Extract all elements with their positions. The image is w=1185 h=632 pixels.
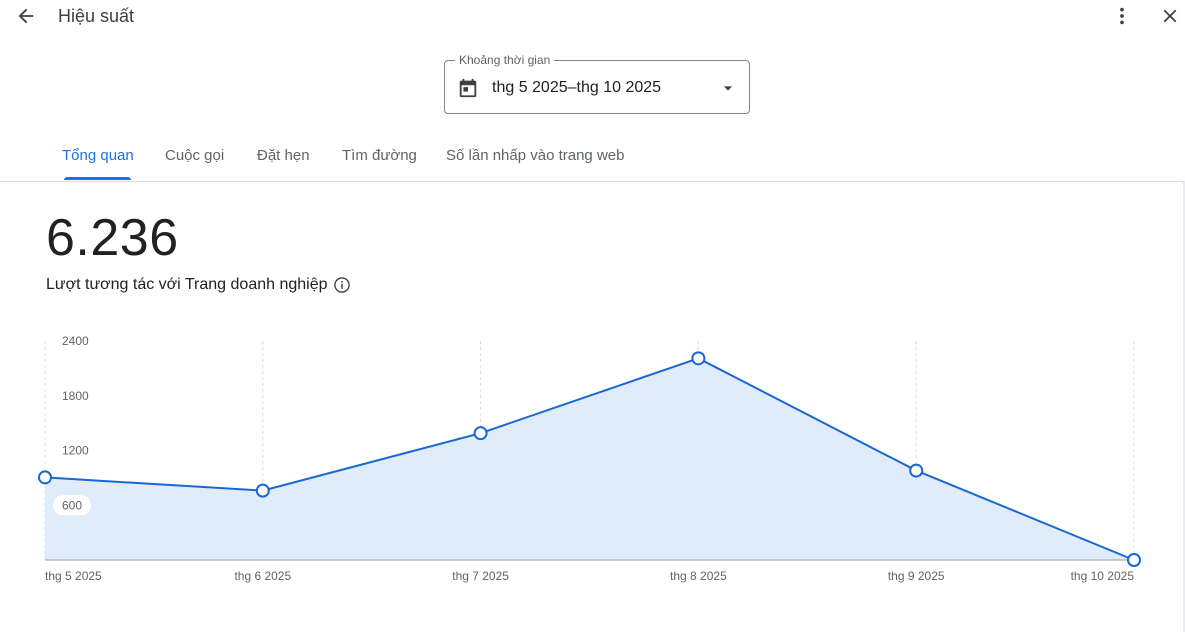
data-point xyxy=(691,351,706,366)
tab-overview[interactable]: Tổng quan xyxy=(62,147,134,164)
close-button[interactable] xyxy=(1154,0,1185,32)
arrow-drop-down-icon xyxy=(723,86,733,91)
active-tab-indicator xyxy=(64,177,131,180)
x-tick-label: thg 7 2025 xyxy=(452,569,509,583)
x-tick-label: thg 8 2025 xyxy=(670,569,727,583)
y-tick-label: 1200 xyxy=(62,444,89,458)
series-line xyxy=(44,357,1135,561)
tab-bookings[interactable]: Đặt hẹn xyxy=(257,147,310,164)
calendar-icon xyxy=(459,78,477,98)
back-button[interactable] xyxy=(10,0,42,32)
page-title: Hiệu suất xyxy=(58,6,135,26)
more-vert-icon xyxy=(1120,7,1124,25)
data-point xyxy=(255,483,270,498)
y-tick-label: 2400 xyxy=(62,334,89,348)
date-range-label: Khoảng thời gian xyxy=(455,53,555,67)
x-tick-label: thg 10 2025 xyxy=(1071,569,1135,583)
tab-calls[interactable]: Cuộc gọi xyxy=(165,147,225,164)
close-icon xyxy=(1163,9,1177,23)
scrollbar-track[interactable] xyxy=(1183,181,1185,632)
x-tick-label: thg 6 2025 xyxy=(234,569,291,583)
total-interactions-value: 6.236 xyxy=(46,209,179,267)
data-point xyxy=(1127,553,1141,567)
series-area xyxy=(45,358,1134,560)
arrow-back-icon xyxy=(18,8,34,24)
more-options-button[interactable] xyxy=(1106,0,1138,32)
y-tick-label: 600 xyxy=(62,498,82,512)
tab-directions[interactable]: Tìm đường xyxy=(342,147,417,164)
total-interactions-label: Lượt tương tác với Trang doanh nghiệp xyxy=(46,276,328,293)
tab-bar: Tổng quan Cuộc gọi Đặt hẹn Tìm đường Số … xyxy=(0,133,1185,182)
data-point xyxy=(909,463,924,478)
date-range-value: thg 5 2025–thg 10 2025 xyxy=(492,79,662,96)
data-point xyxy=(38,470,52,485)
x-tick-label: thg 9 2025 xyxy=(888,569,945,583)
y-tick-label-bg xyxy=(53,495,91,516)
x-tick-label: thg 5 2025 xyxy=(45,569,102,583)
data-point xyxy=(473,426,488,441)
y-tick-label: 1800 xyxy=(62,389,89,403)
date-range-select[interactable]: Khoảng thời gian thg 5 2025–thg 10 2025 xyxy=(444,53,750,114)
info-icon[interactable] xyxy=(332,275,352,295)
tab-website-clicks[interactable]: Số lần nhấp vào trang web xyxy=(446,147,625,164)
